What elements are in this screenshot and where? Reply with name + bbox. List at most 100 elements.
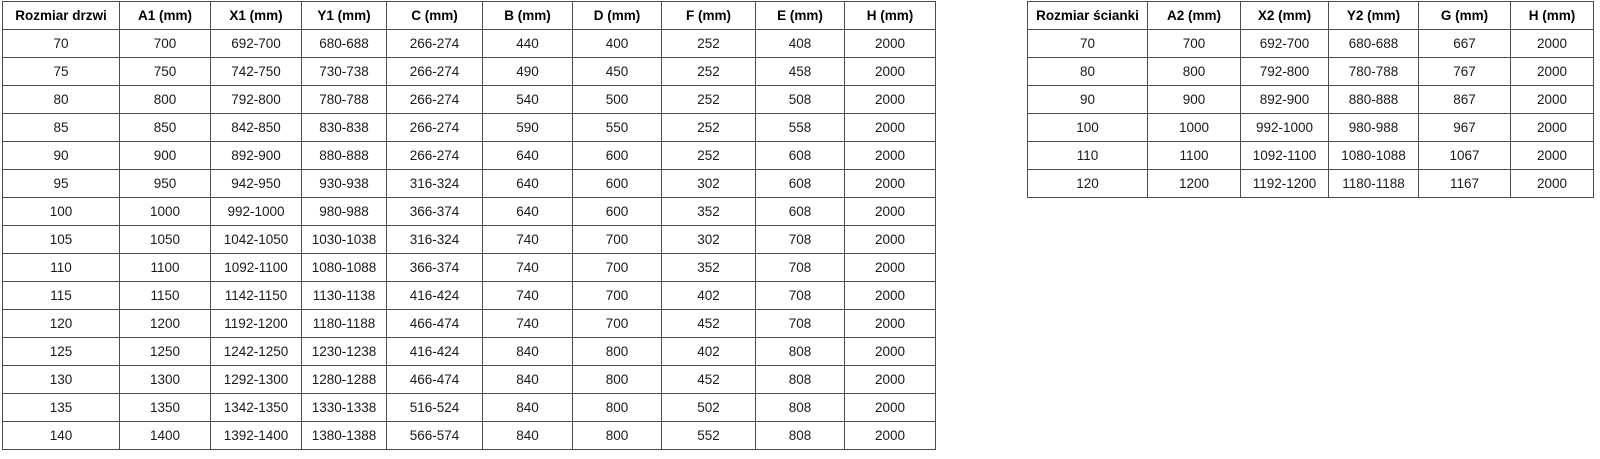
table-row: 80 800 792-800 780-788 767 2000 [1027, 57, 1594, 86]
table-row: 120 1200 1192-1200 1180-1188 1167 2000 [1027, 169, 1594, 198]
table-cell: 2000 [844, 113, 936, 142]
table-cell: 608 [755, 197, 845, 226]
table-cell: 608 [755, 141, 845, 170]
table-cell: 110 [2, 253, 120, 282]
table-cell: 1142-1150 [210, 281, 302, 310]
table-row: 100 1000 992-1000 980-988 366-374 640 600 352 60… [2, 197, 936, 226]
wall-panel-size-table: Rozmiar ścianki A2 (mm) X2 (mm) Y2 (mm) G (m… [1027, 1, 1594, 198]
table-cell: 400 [572, 29, 662, 58]
table-cell: 700 [572, 253, 662, 282]
table-cell: 2000 [1510, 113, 1594, 142]
table-cell: 692-700 [210, 29, 302, 58]
table-cell: 1342-1350 [210, 393, 302, 422]
table-row: 70 700 692-700 680-688 667 2000 [1027, 29, 1594, 58]
table-cell: 366-374 [386, 253, 483, 282]
table-cell: 1192-1200 [210, 309, 302, 338]
table-cell: 1280-1288 [301, 365, 387, 394]
table-cell: 792-800 [210, 85, 302, 114]
table-row: 70 700 692-700 680-688 266-274 440 400 252 408 20… [2, 29, 936, 58]
table-cell: 2000 [1510, 29, 1594, 58]
table-cell: 2000 [1510, 85, 1594, 114]
table-cell: 840 [482, 393, 573, 422]
table-cell: 85 [2, 113, 120, 142]
column-header: Rozmiar ścianki [1027, 1, 1148, 30]
table-cell: 1092-1100 [1240, 141, 1329, 170]
column-header: A2 (mm) [1147, 1, 1241, 30]
table-cell: 316-324 [386, 169, 483, 198]
table-cell: 100 [1027, 113, 1148, 142]
table-cell: 1000 [1147, 113, 1241, 142]
table-row: 110 1100 1092-1100 1080-1088 366-374 740 700 35… [2, 253, 936, 282]
table-cell: 1300 [119, 365, 211, 394]
table-cell: 1380-1388 [301, 421, 387, 450]
table-cell: 1200 [119, 309, 211, 338]
table-cell: 70 [2, 29, 120, 58]
table-cell: 1042-1050 [210, 225, 302, 254]
table-row: 90 900 892-900 880-888 867 2000 [1027, 85, 1594, 114]
table-cell: 2000 [844, 141, 936, 170]
table-cell: 402 [661, 281, 756, 310]
table-cell: 416-424 [386, 337, 483, 366]
table-cell: 550 [572, 113, 662, 142]
table-cell: 2000 [1510, 169, 1594, 198]
table-cell: 800 [572, 393, 662, 422]
table-cell: 840 [482, 365, 573, 394]
table-cell: 867 [1418, 85, 1511, 114]
table-cell: 1192-1200 [1240, 169, 1329, 198]
table-cell: 980-988 [301, 197, 387, 226]
table-cell: 692-700 [1240, 29, 1329, 58]
table-cell: 830-838 [301, 113, 387, 142]
table-cell: 840 [482, 421, 573, 450]
table-cell: 2000 [844, 225, 936, 254]
table-cell: 1067 [1418, 141, 1511, 170]
table-cell: 252 [661, 141, 756, 170]
column-header: E (mm) [755, 1, 845, 30]
table-cell: 502 [661, 393, 756, 422]
table-row: 110 1100 1092-1100 1080-1088 1067 2000 [1027, 141, 1594, 170]
table-cell: 252 [661, 57, 756, 86]
column-header: D (mm) [572, 1, 662, 30]
table-cell: 667 [1418, 29, 1511, 58]
table-cell: 880-888 [1328, 85, 1419, 114]
table-cell: 2000 [1510, 57, 1594, 86]
table-cell: 566-574 [386, 421, 483, 450]
table-cell: 800 [572, 365, 662, 394]
table-cell: 2000 [844, 365, 936, 394]
table-cell: 402 [661, 337, 756, 366]
table-cell: 120 [2, 309, 120, 338]
table-cell: 800 [119, 85, 211, 114]
table-cell: 2000 [844, 29, 936, 58]
table-cell: 700 [119, 29, 211, 58]
table-cell: 600 [572, 169, 662, 198]
table-cell: 1200 [1147, 169, 1241, 198]
table-cell: 252 [661, 113, 756, 142]
table-cell: 125 [2, 337, 120, 366]
table-cell: 850 [119, 113, 211, 142]
table-cell: 742-750 [210, 57, 302, 86]
table-cell: 2000 [1510, 141, 1594, 170]
column-header: C (mm) [386, 1, 483, 30]
table-cell: 100 [2, 197, 120, 226]
table-cell: 700 [572, 281, 662, 310]
table-row: 75 750 742-750 730-738 266-274 490 450 252 458 20… [2, 57, 936, 86]
table-cell: 840 [482, 337, 573, 366]
table-cell: 730-738 [301, 57, 387, 86]
table-cell: 2000 [844, 337, 936, 366]
table-cell: 600 [572, 141, 662, 170]
table-cell: 892-900 [210, 141, 302, 170]
table-cell: 416-424 [386, 281, 483, 310]
table-cell: 2000 [844, 57, 936, 86]
column-header: B (mm) [482, 1, 573, 30]
table-cell: 900 [1147, 85, 1241, 114]
table-cell: 2000 [844, 197, 936, 226]
column-header: Y2 (mm) [1328, 1, 1419, 30]
table-cell: 1250 [119, 337, 211, 366]
table-cell: 75 [2, 57, 120, 86]
door-size-table: Rozmiar drzwi A1 (mm) X1 (mm) Y1 (mm) C (mm)… [2, 1, 936, 450]
table-cell: 1130-1138 [301, 281, 387, 310]
table-cell: 440 [482, 29, 573, 58]
table-cell: 115 [2, 281, 120, 310]
table-cell: 780-788 [301, 85, 387, 114]
table-cell: 466-474 [386, 365, 483, 394]
